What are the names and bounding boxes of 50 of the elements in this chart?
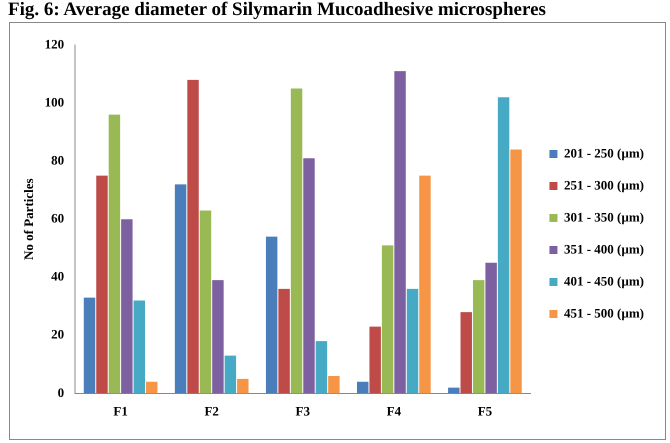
bar: [224, 356, 236, 394]
x-tick-label: F1: [113, 404, 128, 419]
bar: [510, 150, 522, 394]
bar: [174, 184, 186, 394]
y-tick-label: 100: [44, 94, 64, 110]
bar: [146, 382, 158, 394]
x-tick-label: F2: [204, 404, 219, 419]
bar: [394, 71, 406, 394]
bar: [96, 176, 108, 394]
y-tick-label: 40: [51, 268, 64, 284]
bar: [200, 210, 212, 394]
bar: [134, 300, 146, 394]
bar: [108, 114, 120, 394]
bar: [84, 298, 96, 394]
legend-label: 301 - 350 (µm): [564, 209, 644, 224]
legend-label: 401 - 450 (µm): [564, 273, 644, 288]
bar: [460, 312, 472, 394]
bar: [328, 376, 340, 394]
y-tick-label: 80: [51, 152, 64, 168]
bar: [485, 262, 497, 394]
bar: [472, 280, 484, 394]
bar: [237, 378, 249, 394]
bar: [498, 97, 510, 394]
bar: [382, 245, 394, 394]
x-tick-label: F5: [478, 404, 493, 419]
y-tick-label: 60: [51, 210, 64, 226]
legend-label: 201 - 250 (µm): [564, 145, 644, 160]
y-tick-label: 0: [58, 384, 64, 400]
bar: [448, 388, 460, 394]
bar: [121, 219, 133, 394]
y-axis-title: No of Particles: [21, 178, 36, 260]
bar: [406, 288, 418, 394]
bar: [290, 88, 302, 394]
bar: [369, 326, 381, 394]
bar: [419, 176, 431, 394]
legend-label: 451 - 500 (µm): [564, 305, 644, 320]
bar: [278, 288, 290, 394]
bar: [187, 80, 199, 394]
chart-title: Fig. 6: Average diameter of Silymarin Mucoadhesive microspheres: [7, 0, 547, 20]
bar: [357, 382, 368, 394]
y-tick-label: 20: [51, 326, 64, 342]
y-tick-label: 120: [44, 36, 64, 52]
x-tick-label: F4: [386, 404, 402, 419]
legend-label: 251 - 300 (µm): [564, 177, 644, 192]
bar: [303, 158, 315, 394]
x-tick-label: F3: [296, 404, 310, 419]
bar: [316, 341, 328, 394]
bar: [212, 280, 224, 394]
legend-label: 351 - 400 (µm): [564, 241, 644, 256]
bar: [266, 236, 278, 394]
